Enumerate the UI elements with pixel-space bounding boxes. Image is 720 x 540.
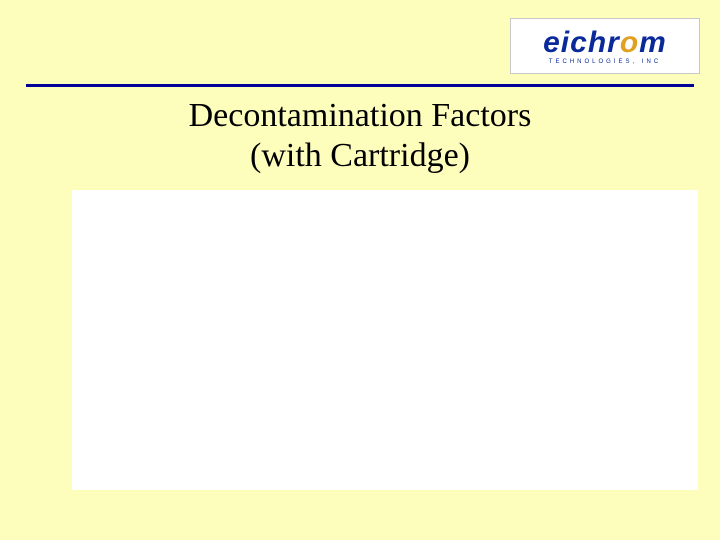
logo-subtext: TECHNOLOGIES, INC [549,59,661,65]
header-divider [26,84,694,87]
logo-wordmark: eichrom [543,28,667,58]
logo-text-part3: m [639,28,667,58]
title-line-2: (with Cartridge) [0,136,720,176]
slide-title: Decontamination Factors (with Cartridge) [0,96,720,176]
slide: eichrom TECHNOLOGIES, INC Decontaminatio… [0,0,720,540]
title-line-1: Decontamination Factors [0,96,720,136]
header-region: eichrom TECHNOLOGIES, INC [0,0,720,84]
logo-text-part1: eichr [543,28,620,58]
content-area [72,190,698,490]
company-logo: eichrom TECHNOLOGIES, INC [510,18,700,74]
logo-text-accent: o [620,28,639,58]
